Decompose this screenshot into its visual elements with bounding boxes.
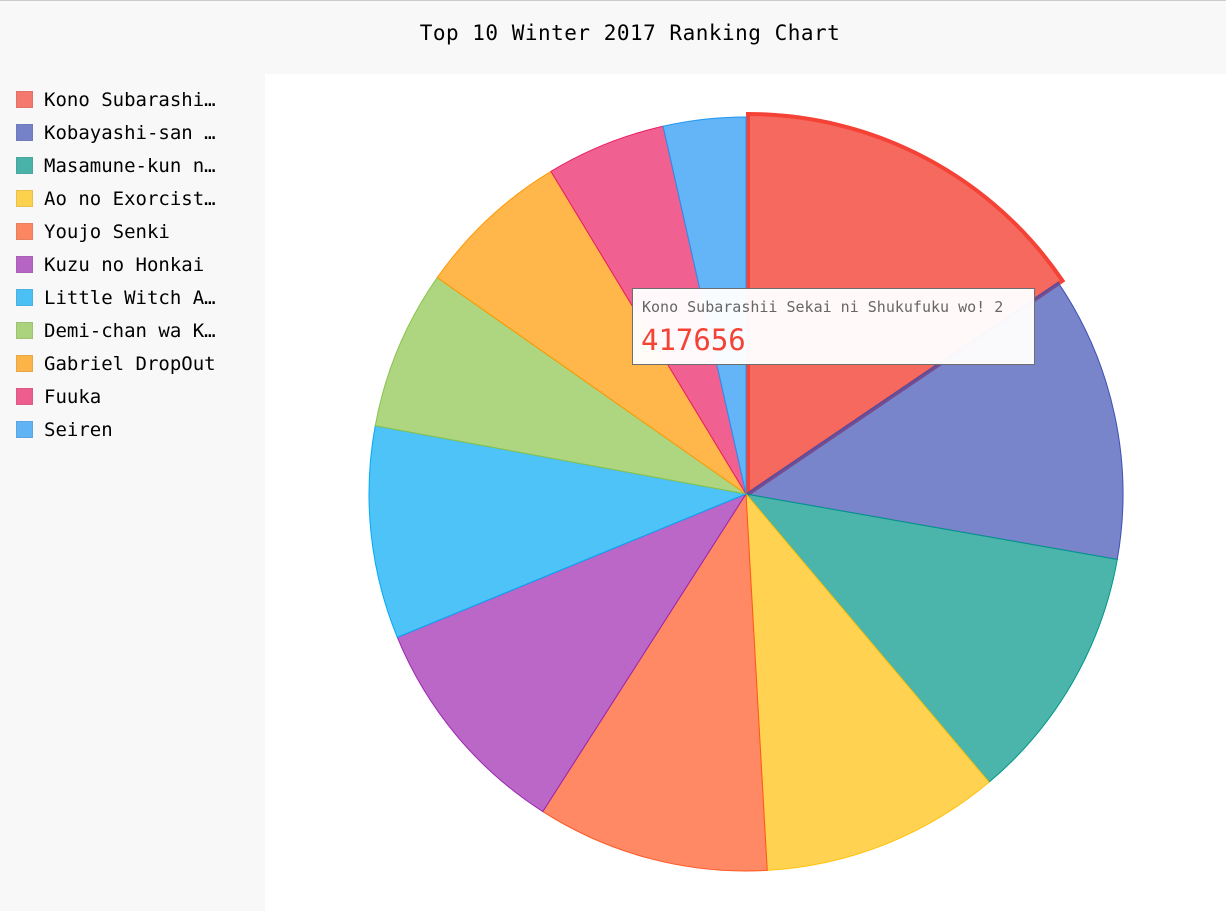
legend-swatch: [16, 289, 33, 306]
legend-item[interactable]: Gabriel DropOut: [16, 353, 256, 387]
legend-label: Gabriel DropOut: [44, 353, 216, 375]
tooltip: Kono Subarashii Sekai ni Shukufuku wo! 2…: [632, 288, 1035, 365]
legend-label: Youjo Senki: [44, 221, 170, 243]
legend-label: Masamune-kun n…: [44, 155, 216, 177]
legend-label: Seiren: [44, 419, 113, 441]
legend-label: Kobayashi-san …: [44, 122, 216, 144]
legend-item[interactable]: Kono Subarashi…: [16, 89, 256, 123]
legend-swatch: [16, 157, 33, 174]
legend-item[interactable]: Little Witch A…: [16, 287, 256, 321]
pie-slice[interactable]: [396, 492, 748, 813]
legend-item[interactable]: Fuuka: [16, 386, 256, 420]
legend-swatch: [16, 355, 33, 372]
legend-item[interactable]: Kuzu no Honkai: [16, 254, 256, 288]
legend-label: Kuzu no Honkai: [44, 254, 205, 276]
legend: Kono Subarashi… Kobayashi-san … Masamune-k…: [16, 89, 256, 453]
pie-slice[interactable]: [542, 492, 768, 872]
plot-area: [265, 74, 1226, 912]
legend-swatch: [16, 91, 33, 108]
legend-label: Demi-chan wa K…: [44, 320, 216, 342]
pie-slice[interactable]: [368, 425, 748, 638]
legend-label: Kono Subarashi…: [44, 89, 216, 111]
pie-chart: [368, 111, 1124, 872]
chart-title: Top 10 Winter 2017 Ranking Chart: [419, 21, 841, 45]
legend-label: Little Witch A…: [44, 287, 216, 309]
legend-swatch: [16, 388, 33, 405]
pie-slice[interactable]: [745, 492, 990, 871]
pie-slice[interactable]: [436, 170, 747, 495]
legend-label: Fuuka: [44, 386, 102, 408]
legend-swatch: [16, 421, 33, 438]
legend-swatch: [16, 322, 33, 339]
legend-item[interactable]: Kobayashi-san …: [16, 122, 256, 156]
legend-swatch: [16, 256, 33, 273]
tooltip-label: Kono Subarashii Sekai ni Shukufuku wo! 2: [642, 298, 1004, 316]
legend-swatch: [16, 124, 33, 141]
legend-item[interactable]: Masamune-kun n…: [16, 155, 256, 189]
pie-slice[interactable]: [744, 493, 1118, 783]
legend-item[interactable]: Ao no Exorcist…: [16, 188, 256, 222]
legend-item[interactable]: Demi-chan wa K…: [16, 320, 256, 354]
pie-slice[interactable]: [374, 276, 747, 495]
legend-item[interactable]: Youjo Senki: [16, 221, 256, 255]
legend-swatch: [16, 223, 33, 240]
legend-label: Ao no Exorcist…: [44, 188, 216, 210]
tooltip-value: 417656: [641, 323, 746, 357]
legend-item[interactable]: Seiren: [16, 419, 256, 453]
legend-swatch: [16, 190, 33, 207]
